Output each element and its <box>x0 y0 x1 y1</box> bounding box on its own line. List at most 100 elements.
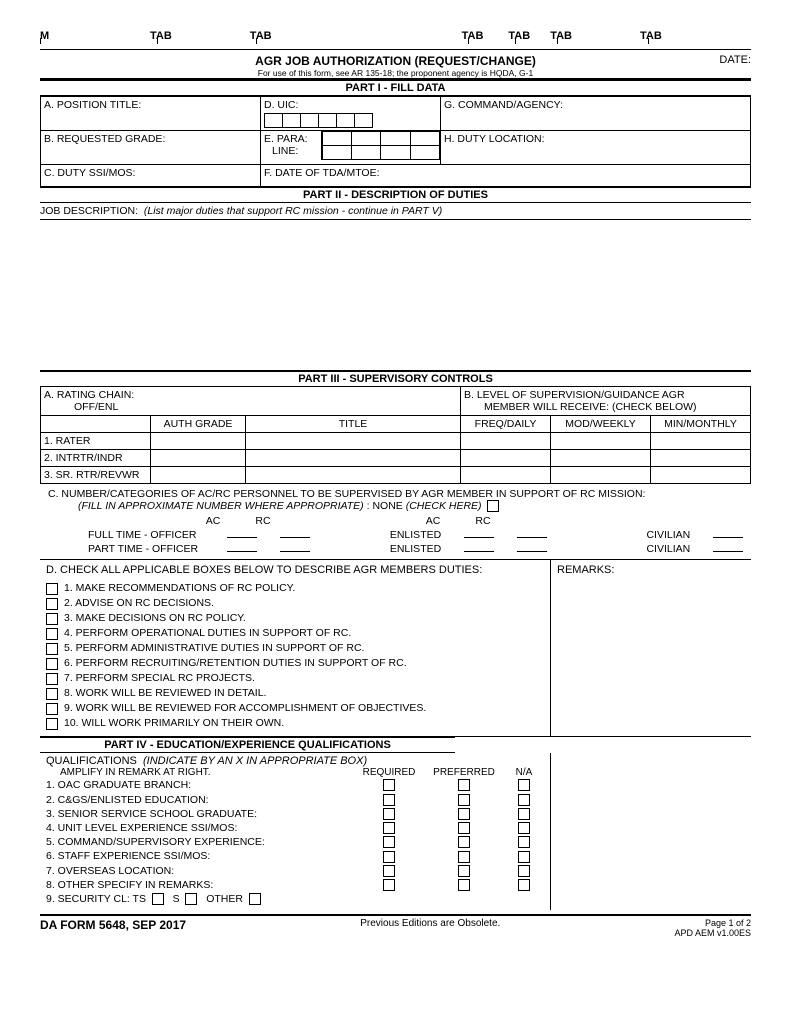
duty-checkbox[interactable] <box>46 598 58 610</box>
qual-required-checkbox[interactable] <box>383 851 395 863</box>
duty-label: 7. PERFORM SPECIAL RC PROJECTS. <box>64 672 255 684</box>
duty-item: 6. PERFORM RECRUITING/RETENTION DUTIES I… <box>46 657 544 670</box>
field-command-agency[interactable]: G. COMMAND/AGENCY: <box>441 97 751 131</box>
duty-label: 10. WILL WORK PRIMARILY ON THEIR OWN. <box>64 717 284 729</box>
part1-heading: PART I - FILL DATA <box>40 80 751 96</box>
qual-label: 1. OAC GRADUATE BRANCH: <box>46 779 354 791</box>
field-requested-grade[interactable]: B. REQUESTED GRADE: <box>41 131 261 165</box>
part4-remarks[interactable] <box>551 753 751 910</box>
qual-required-checkbox[interactable] <box>383 879 395 891</box>
part3-table: A. RATING CHAIN: OFF/ENL B. LEVEL OF SUP… <box>40 387 751 484</box>
duty-label: 8. WORK WILL BE REVIEWED IN DETAIL. <box>64 687 266 699</box>
duties-heading: D. CHECK ALL APPLICABLE BOXES BELOW TO D… <box>46 564 544 576</box>
qual-label: 7. OVERSEAS LOCATION: <box>46 865 354 877</box>
qual-label: 3. SENIOR SERVICE SCHOOL GRADUATE: <box>46 808 354 820</box>
qualification-row: 8. OTHER SPECIFY IN REMARKS: <box>40 878 550 892</box>
duty-checkbox[interactable] <box>46 688 58 700</box>
qual-label: 5. COMMAND/SUPERVISORY EXPERIENCE: <box>46 836 354 848</box>
duty-label: 4. PERFORM OPERATIONAL DUTIES IN SUPPORT… <box>64 627 351 639</box>
duty-checkbox[interactable] <box>46 718 58 730</box>
duty-item: 7. PERFORM SPECIAL RC PROJECTS. <box>46 672 544 685</box>
row-intrtr: 2. INTRTR/INDR <box>41 450 151 467</box>
duty-checkbox[interactable] <box>46 673 58 685</box>
qual-label: 6. STAFF EXPERIENCE SSI/MOS: <box>46 850 354 862</box>
duty-checkbox[interactable] <box>46 643 58 655</box>
row-rater: 1. RATER <box>41 433 151 450</box>
duty-label: 6. PERFORM RECRUITING/RETENTION DUTIES I… <box>64 657 407 669</box>
qual-preferred-checkbox[interactable] <box>458 836 470 848</box>
field-duty-location[interactable]: H. DUTY LOCATION: <box>441 131 751 165</box>
form-title: AGR JOB AUTHORIZATION (REQUEST/CHANGE) <box>40 54 751 68</box>
qual-preferred-checkbox[interactable] <box>458 822 470 834</box>
qual-label: 4. UNIT LEVEL EXPERIENCE SSI/MOS: <box>46 822 354 834</box>
duty-checkbox[interactable] <box>46 628 58 640</box>
field-duty-ssi-mos[interactable]: C. DUTY SSI/MOS: <box>41 165 261 187</box>
date-label: DATE: <box>719 54 751 66</box>
qual-preferred-checkbox[interactable] <box>458 865 470 877</box>
remarks-area[interactable]: REMARKS: <box>551 560 751 736</box>
qual-preferred-checkbox[interactable] <box>458 794 470 806</box>
qual-required-checkbox[interactable] <box>383 822 395 834</box>
qualification-row: 6. STAFF EXPERIENCE SSI/MOS: <box>40 849 550 863</box>
qual-preferred-checkbox[interactable] <box>458 808 470 820</box>
qual-label: 8. OTHER SPECIFY IN REMARKS: <box>46 879 354 891</box>
qual-preferred-checkbox[interactable] <box>458 851 470 863</box>
qual-na-checkbox[interactable] <box>518 794 530 806</box>
security-other-checkbox[interactable] <box>249 893 261 905</box>
qual-required-checkbox[interactable] <box>383 808 395 820</box>
qualification-row: 1. OAC GRADUATE BRANCH: <box>40 778 550 792</box>
qual-na-checkbox[interactable] <box>518 808 530 820</box>
qual-required-checkbox[interactable] <box>383 836 395 848</box>
qualification-row: 7. OVERSEAS LOCATION: <box>40 864 550 878</box>
duty-item: 10. WILL WORK PRIMARILY ON THEIR OWN. <box>46 717 544 730</box>
duty-item: 2. ADVISE ON RC DECISIONS. <box>46 597 544 610</box>
duty-checkbox[interactable] <box>46 658 58 670</box>
duty-checkbox[interactable] <box>46 583 58 595</box>
duty-checkbox[interactable] <box>46 613 58 625</box>
qual-preferred-checkbox[interactable] <box>458 879 470 891</box>
field-uic[interactable]: D. UIC: <box>261 97 441 131</box>
duty-label: 2. ADVISE ON RC DECISIONS. <box>64 597 214 609</box>
level-supervision-label: B. LEVEL OF SUPERVISION/GUIDANCE AGR <box>464 389 747 401</box>
field-position-title[interactable]: A. POSITION TITLE: <box>41 97 261 131</box>
qual-na-checkbox[interactable] <box>518 851 530 863</box>
qual-na-checkbox[interactable] <box>518 779 530 791</box>
qual-na-checkbox[interactable] <box>518 822 530 834</box>
duty-item: 3. MAKE DECISIONS ON RC POLICY. <box>46 612 544 625</box>
tab-ruler: M TAB TAB TAB TAB TAB TAB <box>40 30 751 42</box>
field-date-tda[interactable]: F. DATE OF TDA/MTOE: <box>261 165 751 187</box>
duty-item: 1. MAKE RECOMMENDATIONS OF RC POLICY. <box>46 582 544 595</box>
section-c: C. NUMBER/CATEGORIES OF AC/RC PERSONNEL … <box>40 484 751 560</box>
form-number: DA FORM 5648, SEP 2017 <box>40 918 186 938</box>
duty-item: 8. WORK WILL BE REVIEWED IN DETAIL. <box>46 687 544 700</box>
qualification-row: 3. SENIOR SERVICE SCHOOL GRADUATE: <box>40 807 550 821</box>
job-description-area[interactable] <box>40 220 751 370</box>
qual-required-checkbox[interactable] <box>383 865 395 877</box>
security-s-checkbox[interactable] <box>185 893 197 905</box>
part2-heading: PART II - DESCRIPTION OF DUTIES <box>40 187 751 203</box>
duty-checkbox[interactable] <box>46 703 58 715</box>
qual-label: 2. C&GS/ENLISTED EDUCATION: <box>46 794 354 806</box>
qual-preferred-checkbox[interactable] <box>458 779 470 791</box>
field-para-line[interactable]: E. PARA: LINE: <box>261 131 441 165</box>
qual-na-checkbox[interactable] <box>518 836 530 848</box>
version: APD AEM v1.00ES <box>674 928 751 938</box>
duty-item: 5. PERFORM ADMINISTRATIVE DUTIES IN SUPP… <box>46 642 544 655</box>
duty-label: 3. MAKE DECISIONS ON RC POLICY. <box>64 612 246 624</box>
job-description[interactable]: JOB DESCRIPTION: (List major duties that… <box>40 203 751 220</box>
row-sr-rtr: 3. SR. RTR/REVWR <box>41 467 151 484</box>
qualification-row: 5. COMMAND/SUPERVISORY EXPERIENCE: <box>40 835 550 849</box>
form-title-block: AGR JOB AUTHORIZATION (REQUEST/CHANGE) F… <box>40 54 751 80</box>
none-checkbox[interactable] <box>487 500 499 512</box>
obsolete-note: Previous Editions are Obsolete. <box>186 918 674 938</box>
qual-required-checkbox[interactable] <box>383 794 395 806</box>
security-ts-checkbox[interactable] <box>152 893 164 905</box>
part1-table: A. POSITION TITLE: D. UIC: G. COMMAND/AG… <box>40 96 751 187</box>
form-subtitle: For use of this form, see AR 135-18; the… <box>40 68 751 78</box>
duty-item: 4. PERFORM OPERATIONAL DUTIES IN SUPPORT… <box>46 627 544 640</box>
qual-na-checkbox[interactable] <box>518 879 530 891</box>
qual-na-checkbox[interactable] <box>518 865 530 877</box>
part4-heading: PART IV - EDUCATION/EXPERIENCE QUALIFICA… <box>40 737 455 753</box>
duty-label: 9. WORK WILL BE REVIEWED FOR ACCOMPLISHM… <box>64 702 426 714</box>
qual-required-checkbox[interactable] <box>383 779 395 791</box>
